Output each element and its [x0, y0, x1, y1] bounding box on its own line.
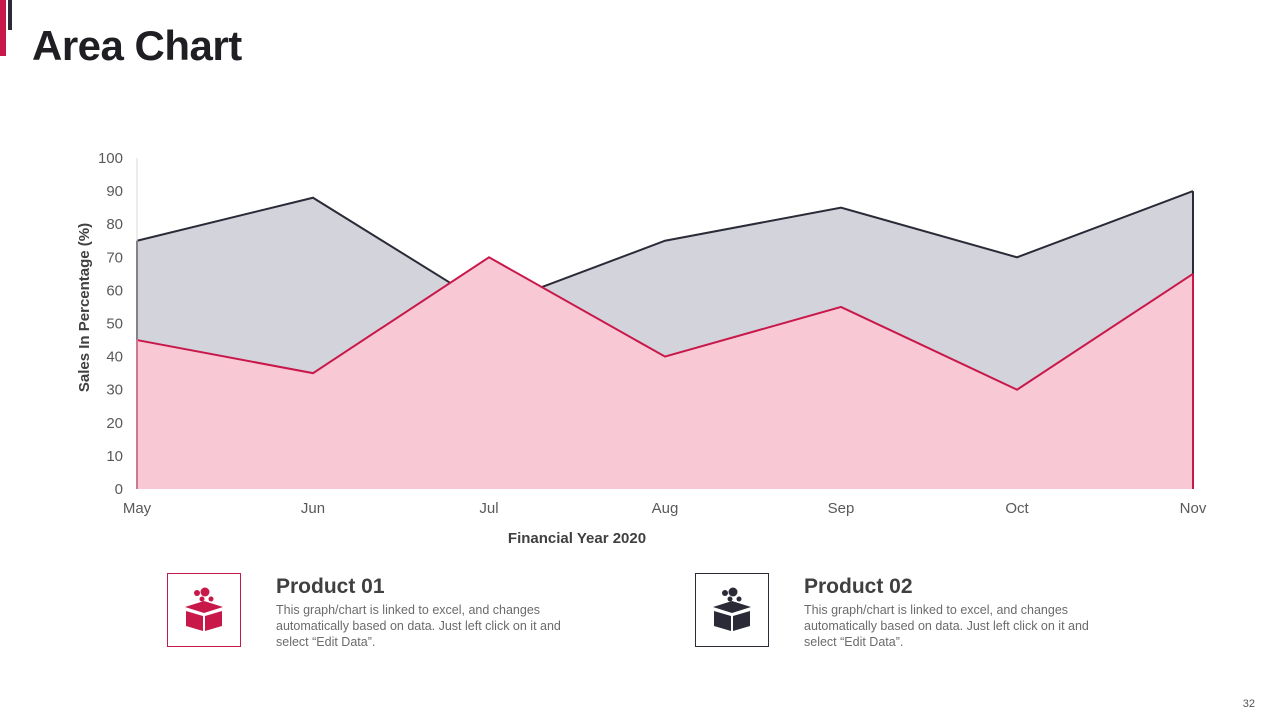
y-tick-label: 40	[106, 349, 123, 366]
product-card-02: Product 02 This graph/chart is linked to…	[695, 573, 1155, 653]
series-line-product-01	[136, 256, 1194, 391]
accent-bar-dark	[8, 0, 12, 30]
product-card-01: Product 01 This graph/chart is linked to…	[167, 573, 627, 653]
accent-bar-red	[0, 0, 6, 56]
product-01-description: This graph/chart is linked to excel, and…	[276, 603, 561, 649]
x-axis-title: Financial Year 2020	[508, 530, 646, 547]
page-title: Area Chart	[32, 22, 242, 69]
area-chart[interactable]: 0 10 20 30 40 50 60 70 80 90 100 May Jun Jul Aug Sep Oct…	[60, 140, 1240, 560]
series-line-product-02	[136, 190, 1194, 309]
x-tick-label: Nov	[1180, 500, 1207, 517]
page-number: 32	[1242, 698, 1255, 710]
y-tick-label: 70	[106, 249, 123, 266]
x-tick-label: Aug	[652, 500, 679, 517]
x-tick-label: Oct	[1005, 500, 1029, 517]
y-tick-label: 90	[106, 183, 123, 200]
gift-box-icon	[713, 587, 751, 631]
gift-box-icon	[185, 587, 223, 631]
product-01-title: Product 01	[276, 575, 385, 598]
x-tick-label: Jun	[301, 500, 325, 517]
y-tick-label: 30	[106, 382, 123, 399]
x-tick-label: Sep	[828, 500, 855, 517]
y-tick-label: 10	[106, 448, 123, 465]
product-02-description: This graph/chart is linked to excel, and…	[804, 603, 1089, 649]
x-tick-label: May	[123, 500, 152, 517]
y-tick-label: 100	[98, 150, 123, 167]
y-tick-label: 50	[106, 316, 123, 333]
y-tick-label: 60	[106, 282, 123, 299]
area-product-01	[137, 257, 1193, 489]
y-tick-label: 20	[106, 415, 123, 432]
x-tick-label: Jul	[479, 500, 498, 517]
product-01-icon-box	[167, 573, 241, 647]
y-axis-title: Sales In Percentage (%)	[76, 223, 93, 392]
product-02-title: Product 02	[804, 575, 913, 598]
product-02-icon-box	[695, 573, 769, 647]
y-tick-label: 0	[115, 481, 123, 498]
y-tick-label: 80	[106, 216, 123, 233]
